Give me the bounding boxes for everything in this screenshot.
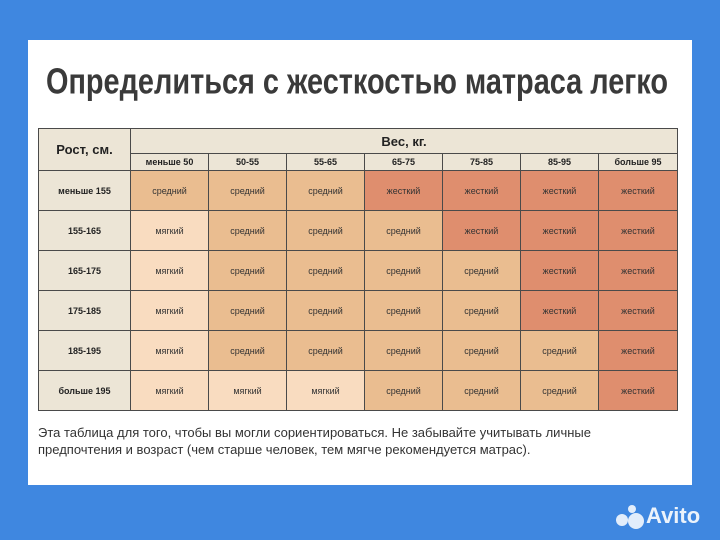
table-cell: средний <box>364 210 443 251</box>
row-header: 155-165 <box>38 210 131 251</box>
row-header: 175-185 <box>38 290 131 331</box>
table-cell: средний <box>286 170 365 211</box>
group-header: Вес, кг. <box>130 128 678 154</box>
note-line: Эта таблица для того, чтобы вы могли сор… <box>38 425 591 440</box>
table-cell: мягкий <box>130 330 209 371</box>
table-cell: жесткий <box>520 290 599 331</box>
table-cell: средний <box>520 370 599 411</box>
table-cell: жесткий <box>598 370 678 411</box>
table-cell: мягкий <box>130 370 209 411</box>
table-cell: средний <box>520 330 599 371</box>
table-cell: средний <box>364 370 443 411</box>
table-cell: средний <box>130 170 209 211</box>
table-cell: жесткий <box>364 170 443 211</box>
column-header: 75-85 <box>442 153 521 171</box>
row-header: больше 195 <box>38 370 131 411</box>
table-cell: жесткий <box>598 170 678 211</box>
table-cell: средний <box>442 290 521 331</box>
table-cell: средний <box>364 330 443 371</box>
column-header: 85-95 <box>520 153 599 171</box>
table-cell: средний <box>442 370 521 411</box>
column-header: 50-55 <box>208 153 287 171</box>
table-cell: жесткий <box>520 170 599 211</box>
table-cell: средний <box>364 290 443 331</box>
table-cell: жесткий <box>598 210 678 251</box>
table-cell: мягкий <box>286 370 365 411</box>
column-header: 65-75 <box>364 153 443 171</box>
watermark-text: Avito <box>646 503 700 528</box>
table-cell: средний <box>286 330 365 371</box>
table-cell: средний <box>442 330 521 371</box>
table-cell: мягкий <box>130 290 209 331</box>
table-cell: жесткий <box>598 250 678 291</box>
table-cell: жесткий <box>442 210 521 251</box>
watermark: Avito <box>616 503 700 529</box>
table-cell: жесткий <box>442 170 521 211</box>
table-cell: средний <box>286 210 365 251</box>
table-cell: средний <box>208 290 287 331</box>
column-header: меньше 50 <box>130 153 209 171</box>
column-header: больше 95 <box>598 153 678 171</box>
table-cell: средний <box>286 250 365 291</box>
table-cell: средний <box>208 330 287 371</box>
column-header: 55-65 <box>286 153 365 171</box>
table-cell: жесткий <box>598 290 678 331</box>
table-cell: мягкий <box>130 210 209 251</box>
row-header: меньше 155 <box>38 170 131 211</box>
table-cell: средний <box>208 210 287 251</box>
table-cell: мягкий <box>130 250 209 291</box>
table-cell: средний <box>442 250 521 291</box>
title: Определиться с жесткостью матраса легко <box>46 61 668 102</box>
table-cell: средний <box>208 170 287 211</box>
table-cell: жесткий <box>520 250 599 291</box>
title-area: Определиться с жесткостью матраса легко <box>46 61 668 102</box>
note-line: предпочтения и возраст (чем старше челов… <box>38 442 531 457</box>
row-header: 165-175 <box>38 250 131 291</box>
row-header: 185-195 <box>38 330 131 371</box>
table-cell: мягкий <box>208 370 287 411</box>
table-cell: средний <box>208 250 287 291</box>
corner-header: Рост, см. <box>38 128 131 171</box>
table-cell: средний <box>286 290 365 331</box>
table-cell: жесткий <box>598 330 678 371</box>
table-cell: жесткий <box>520 210 599 251</box>
table-cell: средний <box>364 250 443 291</box>
